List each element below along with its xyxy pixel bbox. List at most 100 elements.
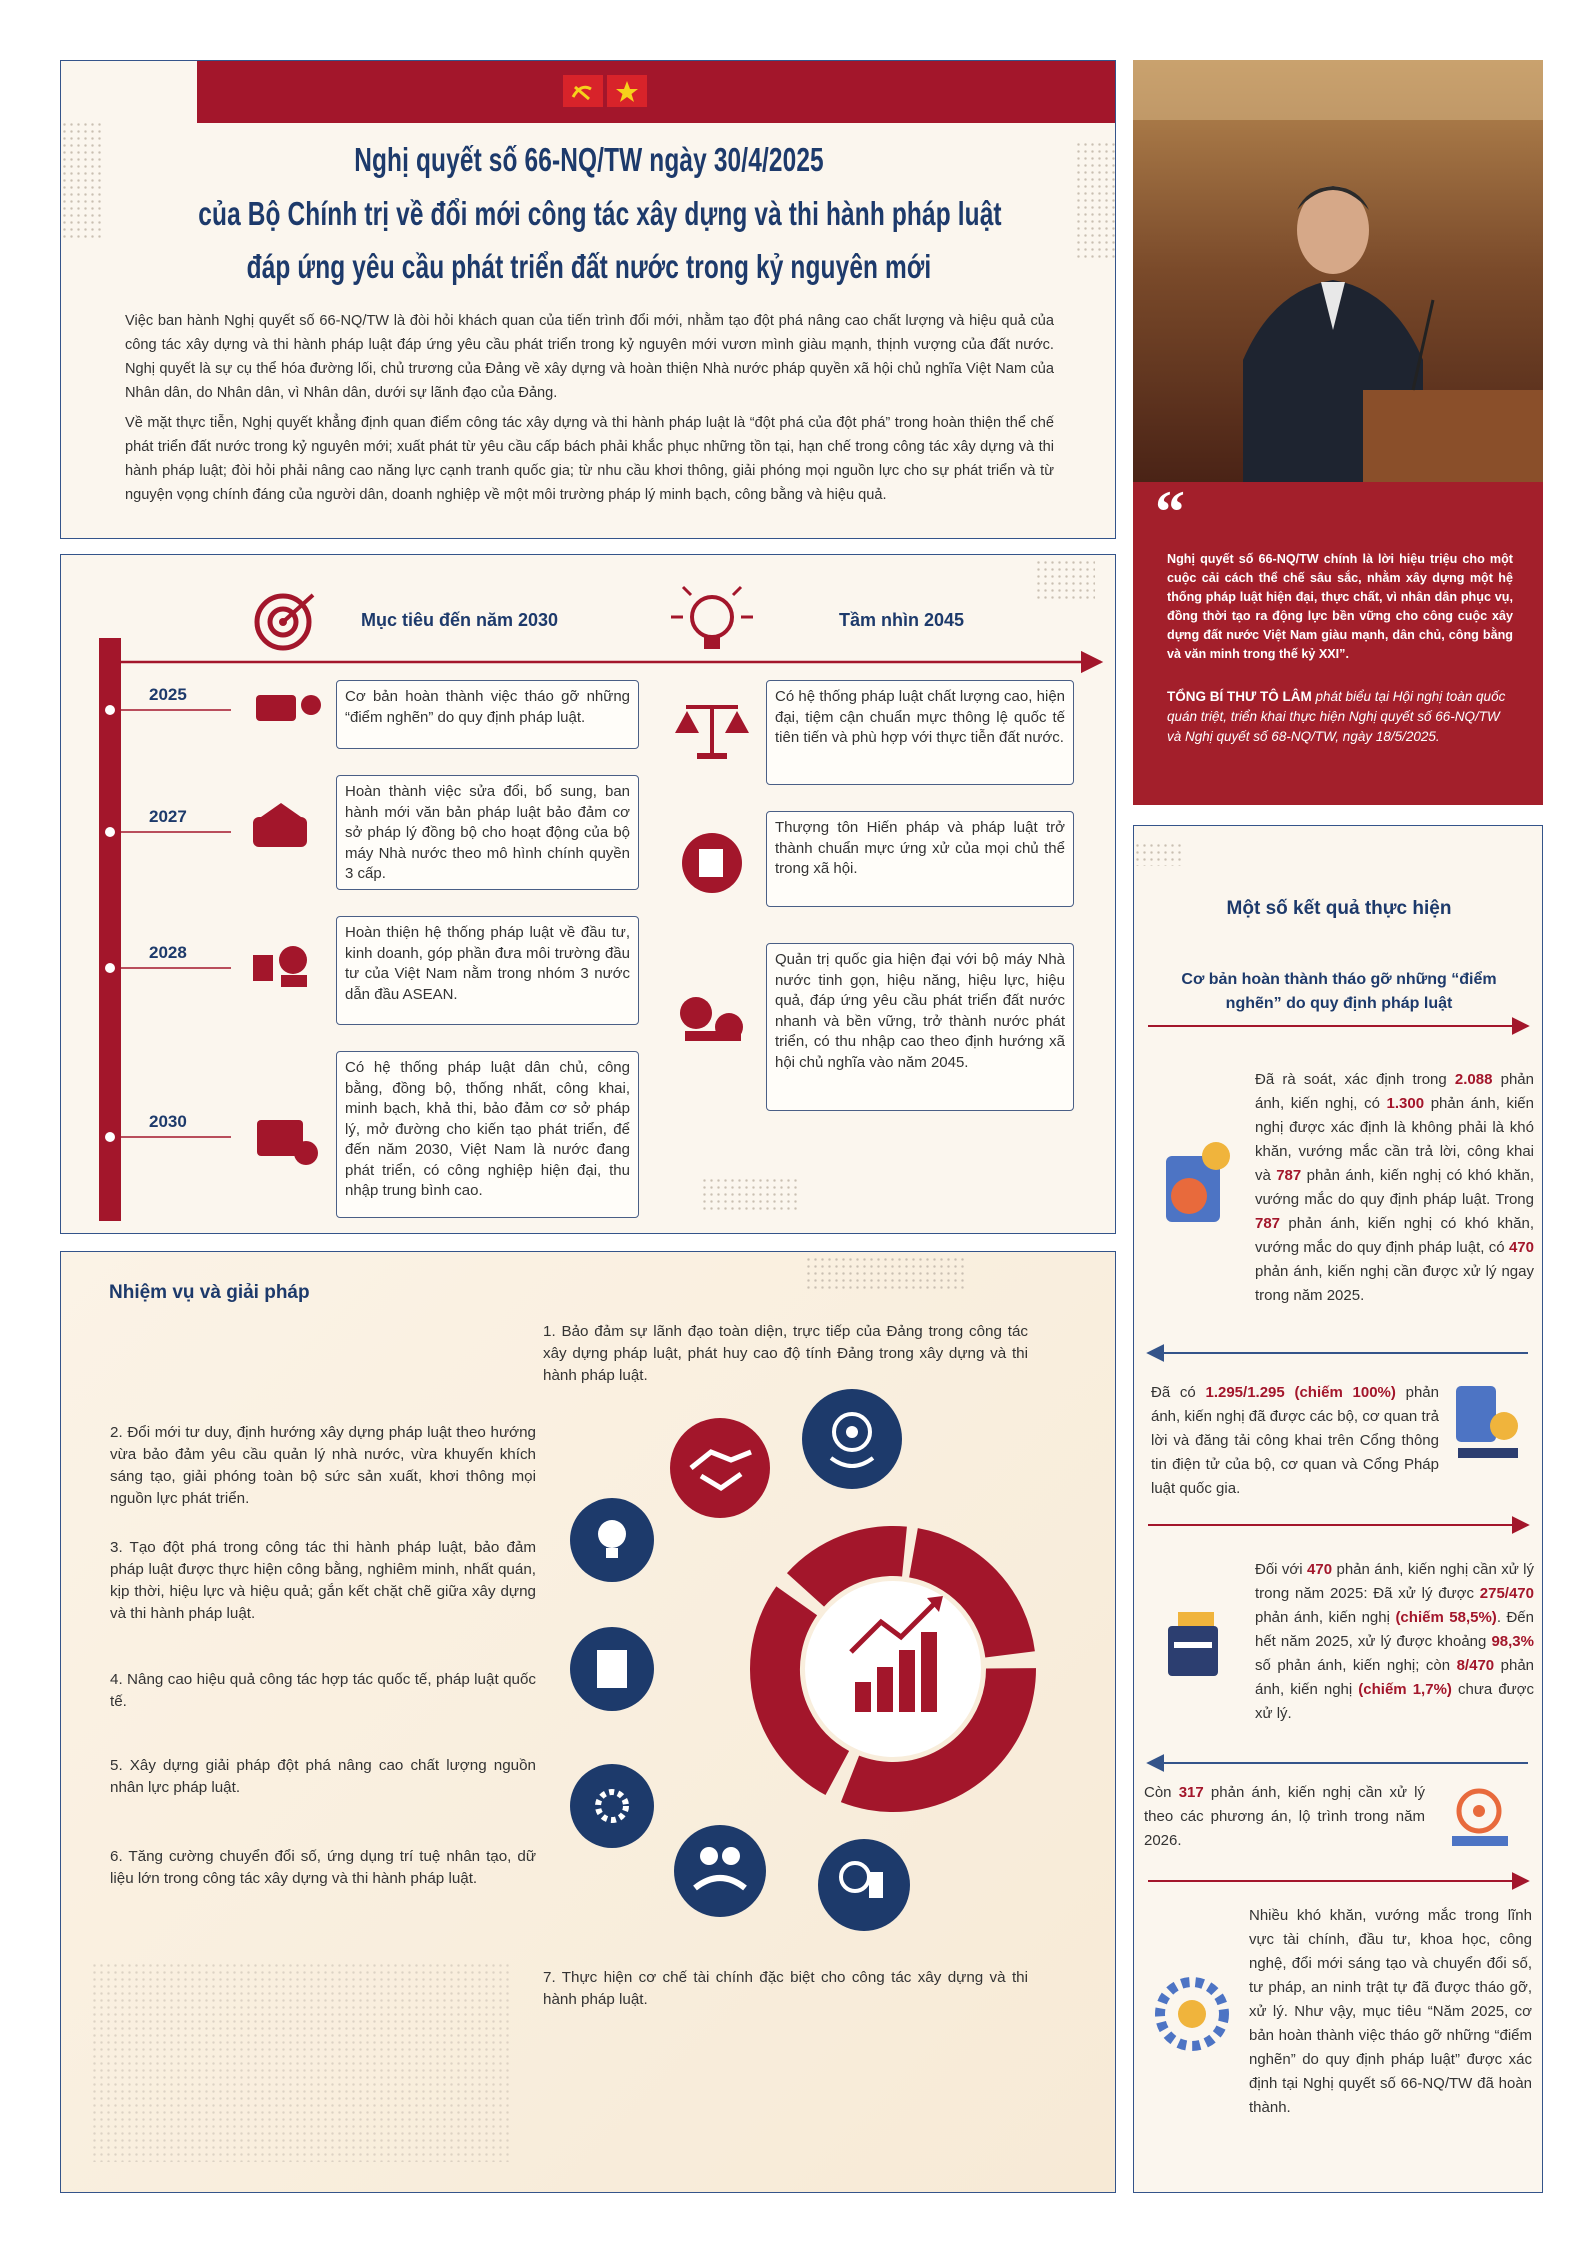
task-item: 5. Xây dựng giải pháp đột phá nâng cao c…: [110, 1757, 536, 1796]
text-run: phản ánh, kiến nghị: [1255, 1609, 1396, 1626]
goal-box: Có hệ thống pháp luật dân chủ, công bằng…: [336, 1051, 639, 1218]
text-run: phản ánh, kiến nghị cần xử lý theo các p…: [1144, 1784, 1426, 1849]
highlight-figure: 317: [1178, 1784, 1204, 1801]
tasks-graphic: [570, 1389, 1036, 1931]
year-label: 2028: [149, 943, 187, 962]
text-run: Nhiều khó khăn, vướng mắc trong lĩnh vực…: [1249, 1907, 1532, 2116]
figure-head: [1297, 186, 1369, 274]
timeline-graphics: [99, 585, 1104, 1221]
quote-box: “ Nghị quyết số 66-NQ/TW chính là lời hi…: [1133, 479, 1543, 805]
quote-mark: “: [1155, 479, 1185, 545]
tasks-heading: Nhiệm vụ và giải pháp: [109, 1282, 310, 1303]
text-run: phản ánh, kiến nghị có khó khăn, vướng m…: [1255, 1167, 1534, 1208]
flow-arrows: [1146, 1017, 1530, 1890]
highlight-figure: 787: [1276, 1167, 1302, 1184]
results-heading: Một số kết quả thực hiện: [1226, 898, 1452, 919]
result-item: Đối với 470 phản ánh, kiến nghị cần xử l…: [1255, 1558, 1534, 1726]
banner: [197, 61, 1115, 123]
task-item: 2. Đổi mới tư duy, định hướng xây dựng p…: [110, 1424, 536, 1507]
text-run: số phản ánh, kiến nghị; còn: [1255, 1657, 1457, 1674]
goal-icons: [253, 695, 321, 1165]
year-lines: [121, 709, 231, 1138]
year-label: 2025: [149, 685, 187, 704]
result-item: Nhiều khó khăn, vướng mắc trong lĩnh vực…: [1249, 1904, 1532, 2120]
text-run: chưa được xử lý.: [1255, 1681, 1534, 1722]
results-graphics: [1146, 1017, 1530, 2051]
text-run: . Đến hết năm 2025, xử lý được khoảng: [1255, 1609, 1534, 1650]
vision-icons: [675, 705, 749, 1041]
dot-pattern: [805, 1256, 965, 1290]
vision-box: Có hệ thống pháp luật chất lượng cao, hi…: [766, 680, 1074, 785]
photo: [1133, 60, 1543, 482]
year-label: 2030: [149, 1112, 187, 1131]
quote-text: Nghị quyết số 66-NQ/TW chính là lời hiệu…: [1167, 552, 1513, 661]
title-line: Nghị quyết số 66-NQ/TW ngày 30/4/2025: [354, 141, 824, 178]
paragraph: Việc ban hành Nghị quyết số 66-NQ/TW là …: [125, 313, 1054, 401]
highlight-figure: 2.088: [1454, 1071, 1493, 1088]
text-run: phản ánh, kiến nghị cần được xử lý ngay …: [1255, 1263, 1534, 1304]
highlight-figure: (chiếm 1,7%): [1358, 1681, 1452, 1698]
goals-heading: Mục tiêu đến năm 2030: [361, 610, 559, 630]
results-subheading: Cơ bản hoàn thành tháo gỡ những “điểm ng…: [1181, 971, 1497, 1012]
title-line: đáp ứng yêu cầu phát triển đất nước tron…: [246, 248, 932, 285]
quote-attribution: TỔNG BÍ THƯ TÔ LÂM phát biểu tại Hội ngh…: [1167, 687, 1513, 747]
text-run: phản ánh, kiến nghị cần xử lý trong năm …: [1255, 1561, 1535, 1602]
timeline-bar: [99, 638, 121, 1221]
text-run: Đối với: [1255, 1561, 1308, 1578]
text-run: Đã rà soát, xác định trong: [1255, 1071, 1455, 1088]
intro-panel: Nghị quyết số 66-NQ/TW ngày 30/4/2025 củ…: [60, 60, 1116, 539]
highlight-figure: 1.295/1.295 (chiếm 100%): [1205, 1384, 1396, 1401]
highlight-figure: (chiếm 58,5%): [1395, 1609, 1497, 1626]
year-label: 2027: [149, 807, 187, 826]
text-run: phản ánh, kiến nghị: [1255, 1657, 1535, 1698]
text-run: phản ánh, kiến nghị đã được các bộ, cơ q…: [1151, 1384, 1439, 1497]
goal-box: Hoàn thành việc sửa đổi, bổ sung, ban hà…: [336, 775, 639, 890]
paragraph: Về mặt thực tiễn, Nghị quyết khẳng định …: [125, 415, 1054, 503]
podium: [1363, 390, 1543, 482]
speaker: TỔNG BÍ THƯ TÔ LÂM: [1167, 689, 1312, 704]
task-item: 7. Thực hiện cơ chế tài chính đặc biệt c…: [543, 1969, 1028, 2008]
text-run: Còn: [1144, 1784, 1179, 1801]
dot-pattern: [1134, 842, 1184, 866]
title-line: của Bộ Chính trị về đổi mới công tác xây…: [198, 195, 1002, 232]
result-item: Đã rà soát, xác định trong 2.088 phản án…: [1255, 1068, 1534, 1308]
goal-box: Cơ bản hoàn thành việc tháo gỡ những “đi…: [336, 680, 639, 749]
result-item: Đã có 1.295/1.295 (chiếm 100%) phản ánh,…: [1151, 1381, 1439, 1501]
text-run: phản ánh, kiến nghị có khó khăn, vướng m…: [1255, 1215, 1534, 1256]
speaker-context: phát biểu tại Hội nghị toàn quốc quán tr…: [1167, 689, 1506, 744]
task-item: 3. Tạo đột phá trong công tác thi hành p…: [110, 1539, 536, 1622]
satellite-icons: [570, 1389, 910, 1931]
text-run: phản ánh, kiến nghị, có: [1255, 1071, 1534, 1112]
intro-text: Việc ban hành Nghị quyết số 66-NQ/TW là …: [125, 309, 1054, 513]
highlight-figure: 98,3%: [1491, 1633, 1534, 1650]
tasks-panel: Nhiệm vụ và giải pháp 1. Bảo đảm sự lãnh…: [60, 1251, 1116, 2193]
vision-heading: Tầm nhìn 2045: [839, 610, 965, 630]
results-panel: Một số kết quả thực hiện Cơ bản hoàn thà…: [1133, 825, 1543, 2193]
target-icon: [254, 593, 315, 651]
dot-pattern: [61, 121, 101, 241]
highlight-figure: 1.300: [1386, 1095, 1425, 1112]
timeline-panel: Mục tiêu đến năm 2030 Tầm nhìn 2045 2025…: [60, 554, 1116, 1234]
dot-pattern: [701, 1177, 801, 1213]
vision-box: Quản trị quốc gia hiện đại với bộ máy Nh…: [766, 943, 1074, 1111]
bulb-icon: [671, 585, 753, 649]
text-run: phản ánh, kiến nghị được xác định là khô…: [1255, 1095, 1534, 1184]
dot-pattern: [91, 1962, 511, 2162]
dot-pattern: [1035, 559, 1095, 599]
result-item: Còn 317 phản ánh, kiến nghị cần xử lý th…: [1144, 1781, 1425, 1853]
highlight-figure: 8/470: [1456, 1657, 1495, 1674]
task-item: 6. Tăng cường chuyển đổi số, ứng dụng tr…: [110, 1848, 536, 1887]
highlight-figure: 787: [1255, 1215, 1281, 1232]
goal-box: Hoàn thiện hệ thống pháp luật về đầu tư,…: [336, 916, 639, 1025]
vision-box: Thượng tôn Hiến pháp và pháp luật trở th…: [766, 811, 1074, 907]
timeline-dots: [105, 705, 115, 1142]
highlight-figure: 275/470: [1479, 1585, 1534, 1602]
text-run: Đã có: [1151, 1384, 1206, 1401]
flags: [563, 75, 647, 107]
dot-pattern: [1075, 141, 1115, 261]
task-item: 1. Bảo đảm sự lãnh đạo toàn diện, trực t…: [543, 1323, 1028, 1384]
result-icons: [1155, 1142, 1518, 2051]
party-flag: [563, 75, 603, 107]
task-item: 4. Nâng cao hiệu quả công tác hợp tác qu…: [110, 1671, 536, 1710]
